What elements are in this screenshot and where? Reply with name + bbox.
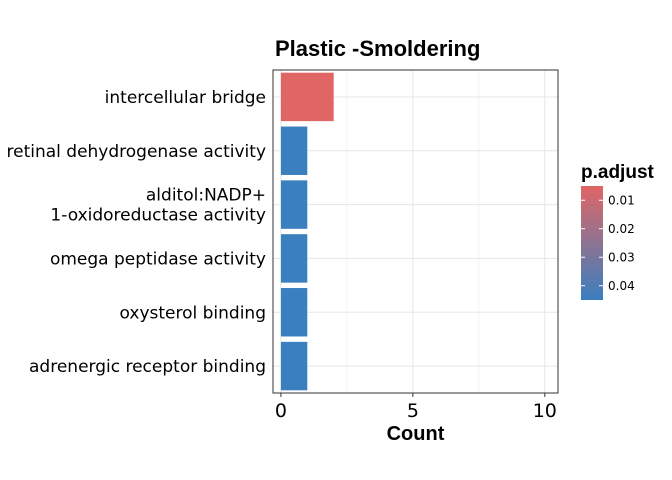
plot-panel (273, 70, 558, 393)
legend-ticks: 0.01 0.02 0.03 0.04 (581, 193, 635, 293)
plot-border (272, 69, 559, 394)
bars (280, 72, 334, 391)
legend-tick-label: 0.02 (608, 222, 635, 236)
legend-tick-label: 0.03 (608, 250, 635, 264)
category-label: retinal dehydrogenase activity (7, 142, 267, 162)
category-labels: intercellular bridge retinal dehydrogenas… (7, 88, 267, 377)
x-tick-label: 10 (533, 400, 557, 422)
grid-lines (273, 70, 558, 393)
category-label: adrenergic receptor binding (29, 357, 266, 377)
category-label: intercellular bridge (105, 88, 266, 108)
category-label: omega peptidase activity (50, 249, 266, 269)
legend-title: p.adjust (581, 162, 655, 183)
legend-tick-label: 0.01 (608, 193, 635, 207)
bar (280, 288, 308, 337)
bar (280, 72, 334, 122)
category-label: alditol:NADP+ 1-oxidoreductase activity (50, 186, 266, 226)
legend-tick-label: 0.04 (608, 279, 635, 293)
bar (280, 126, 308, 175)
bar (280, 180, 308, 229)
x-tick-label: 5 (407, 400, 419, 422)
legend: p.adjust 0.01 0.02 0.03 0.04 (581, 162, 655, 300)
x-axis-title: Count (387, 423, 445, 445)
x-tick-label: 0 (275, 400, 287, 422)
bar (280, 234, 308, 283)
category-label: oxysterol binding (120, 303, 267, 323)
x-axis-ticks: 0 5 10 (275, 393, 557, 422)
legend-color-bar (581, 186, 603, 300)
chart-title: Plastic -Smoldering (275, 36, 480, 61)
bar (280, 341, 308, 391)
